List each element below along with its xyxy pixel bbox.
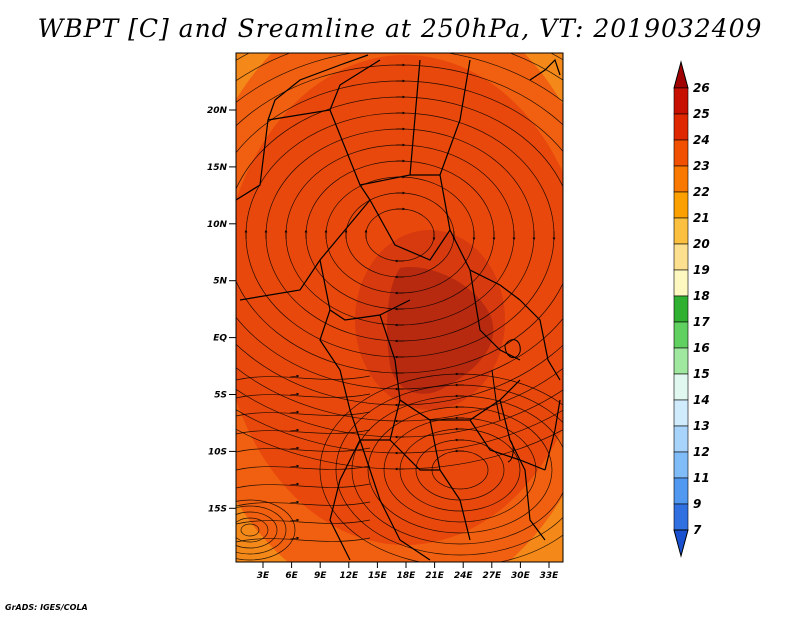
colorbar-segment [673,373,689,401]
lon-tick-label: 21E [425,571,445,581]
grads-credit: GrADS: IGES/COLA [5,603,88,612]
colorbar-bottom-triangle [673,529,689,558]
lon-tick-label: 18E [397,571,417,581]
map-frame [235,52,564,563]
colorbar-segment [673,347,689,375]
colorbar-label: 20 [693,237,710,251]
colorbar-label: 19 [693,263,710,277]
lon-tick-label: 9E [314,571,327,581]
colorbar-label: 9 [693,497,701,511]
country-borders [236,54,561,561]
latitude-axis: 20N 15N 10N 5N EQ 5S 10S 15S [207,106,236,514]
lat-tick-label: EQ [213,334,227,344]
lon-tick-label: 15E [368,571,388,581]
colorbar-segment [673,139,689,167]
lon-tick-label: 6E [285,571,298,581]
colorbar-top-triangle [673,60,689,89]
colorbar-segment [673,165,689,193]
colorbar-label: 14 [693,393,710,407]
streamlines [236,53,563,562]
colorbar-segment [673,87,689,115]
lon-tick-label: 24E [454,571,474,581]
lat-tick-label: 5N [213,277,227,287]
lon-tick-label: 27E [482,571,502,581]
colorbar-legend: 26 25 24 23 22 21 20 19 18 17 16 15 14 13 12 11 9 7 [673,60,710,558]
colorbar-segment [673,451,689,479]
colorbar-segment [673,217,689,245]
lon-tick-label: 30E [511,571,531,581]
colorbar-segment [673,321,689,349]
map-panel [236,53,563,562]
colorbar-segment [673,425,689,453]
colorbar-label: 21 [693,211,710,225]
colorbar-segment [673,191,689,219]
colorbar-label: 13 [693,419,710,433]
lakes [491,339,521,463]
colorbar-label: 24 [693,133,710,147]
colorbar-label: 18 [693,289,710,303]
colorbar-segment [673,269,689,297]
colorbar-segment [673,399,689,427]
lon-tick-label: 33E [540,571,560,581]
longitude-axis: 3E 6E 9E 12E 15E 18E 21E 24E 27E 30E 33E [257,562,559,581]
lon-tick-label: 3E [257,571,270,581]
map-title: WBPT [C] and Sreamline at 250hPa, VT: 20… [37,14,763,43]
colorbar-label: 15 [693,367,710,381]
colorbar-segment [673,477,689,505]
colorbar-label: 25 [693,107,710,121]
colorbar-segment [673,113,689,141]
colorbar-label: 11 [693,471,710,485]
lon-tick-label: 12E [339,571,359,581]
lat-tick-label: 5S [214,391,227,401]
lat-tick-label: 20N [207,106,228,116]
colorbar-label: 16 [693,341,710,355]
colorbar-label: 12 [693,445,710,459]
lat-tick-label: 10N [207,220,228,230]
colorbar-label: 7 [693,523,702,537]
colorbar-label: 22 [693,185,710,199]
colorbar-segment [673,503,689,531]
colorbar-segment [673,295,689,323]
colorbar-label: 17 [693,315,710,329]
colorbar-label: 26 [693,81,710,95]
lat-tick-label: 15S [208,504,227,514]
lat-tick-label: 15N [207,163,228,173]
colorbar-label: 23 [693,159,710,173]
lat-tick-label: 10S [208,447,227,457]
colorbar-segment [673,243,689,271]
